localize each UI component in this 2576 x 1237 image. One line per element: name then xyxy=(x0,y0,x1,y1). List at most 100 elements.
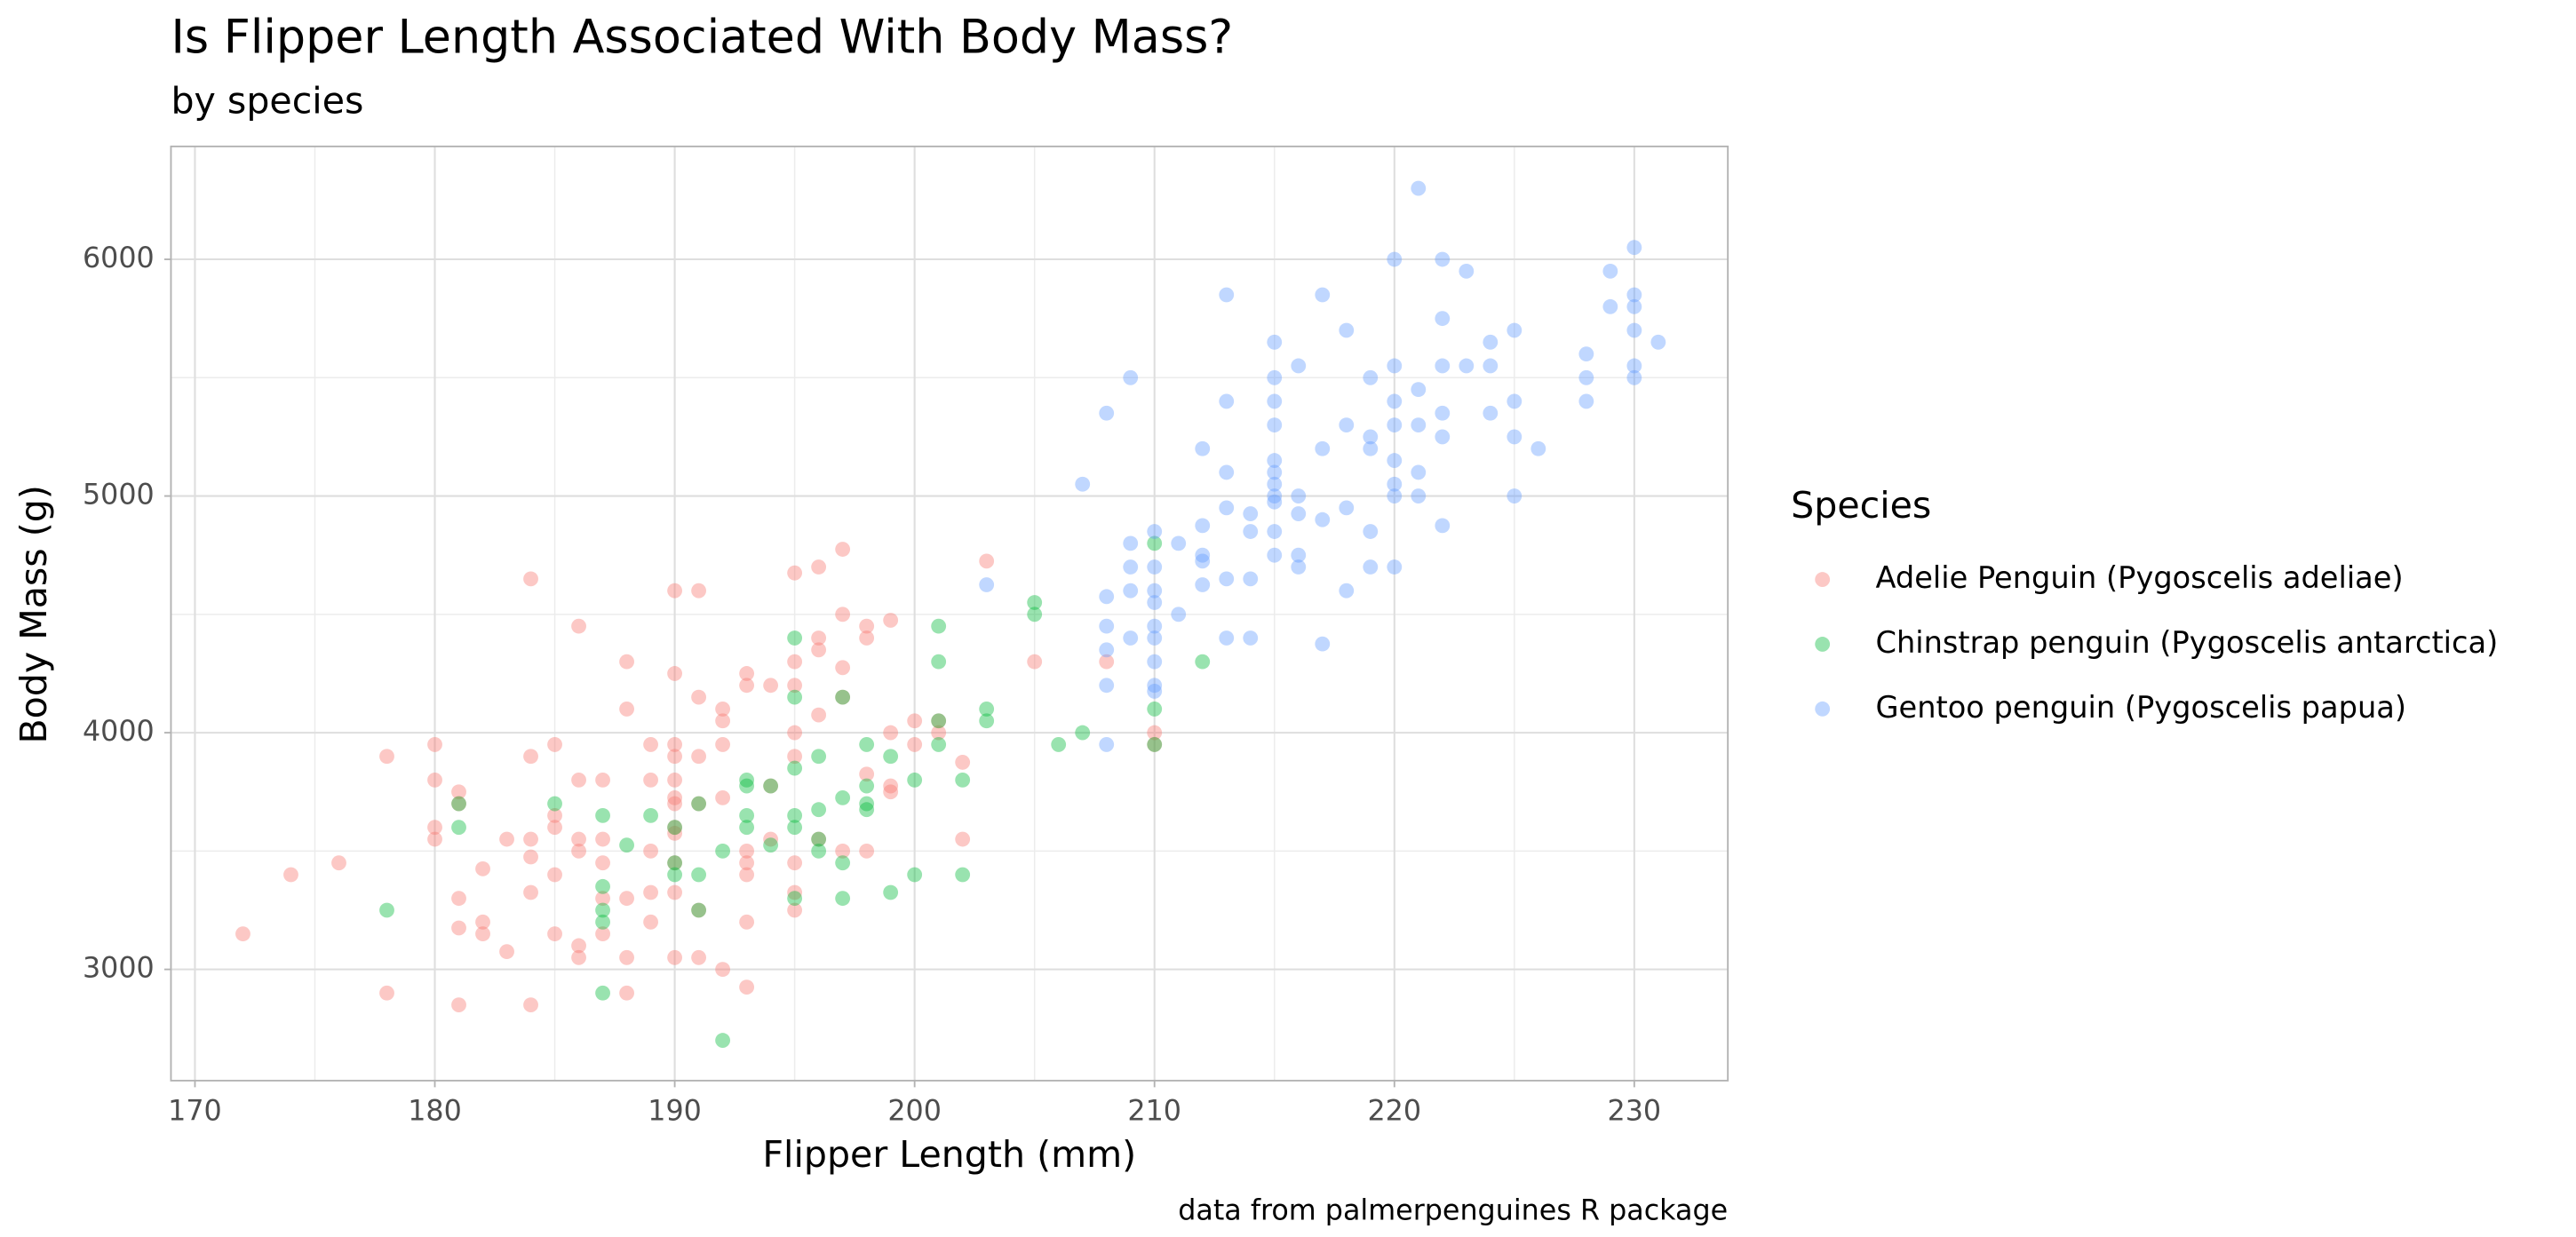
point xyxy=(1147,559,1163,575)
point xyxy=(1578,393,1594,409)
point xyxy=(1099,405,1115,421)
point xyxy=(715,702,731,717)
point xyxy=(1099,654,1115,670)
point xyxy=(379,902,394,918)
y-tick-label: 3000 xyxy=(83,953,155,985)
point xyxy=(1387,488,1403,504)
point xyxy=(523,571,538,587)
point xyxy=(859,796,875,812)
point xyxy=(1387,476,1403,492)
point xyxy=(667,737,683,752)
point xyxy=(595,831,610,847)
point xyxy=(1219,287,1235,303)
point xyxy=(1267,453,1283,468)
point xyxy=(859,737,875,752)
point xyxy=(979,713,995,729)
point xyxy=(1507,393,1523,409)
point xyxy=(787,891,803,907)
point xyxy=(1339,322,1355,338)
point xyxy=(1171,535,1187,551)
x-axis-label: Flipper Length (mm) xyxy=(762,1133,1136,1176)
point xyxy=(907,713,923,729)
point xyxy=(1363,524,1379,539)
point xyxy=(1507,322,1523,338)
legend-marker xyxy=(1815,637,1831,652)
point xyxy=(691,689,707,705)
point xyxy=(1626,240,1642,256)
point xyxy=(811,642,827,658)
point xyxy=(379,985,394,1001)
point xyxy=(451,796,466,812)
point xyxy=(523,831,538,847)
point xyxy=(643,914,658,930)
point xyxy=(1243,571,1259,587)
point xyxy=(955,831,971,847)
point xyxy=(1147,725,1163,741)
point xyxy=(1099,678,1115,694)
point xyxy=(811,630,827,646)
point xyxy=(763,778,779,794)
point xyxy=(1147,524,1163,539)
y-tick-label: 6000 xyxy=(83,242,155,274)
point xyxy=(643,884,658,900)
point xyxy=(619,702,634,717)
point xyxy=(883,784,899,800)
point xyxy=(1075,476,1091,492)
point xyxy=(571,831,586,847)
point xyxy=(907,772,923,788)
point xyxy=(619,985,634,1001)
point xyxy=(475,926,490,942)
point xyxy=(1626,369,1642,385)
point xyxy=(739,979,755,995)
point xyxy=(739,666,755,681)
point xyxy=(859,802,875,818)
point xyxy=(739,914,755,930)
point xyxy=(691,902,707,918)
point xyxy=(787,689,803,705)
point xyxy=(1650,334,1666,350)
point xyxy=(1387,559,1403,575)
point xyxy=(811,559,827,575)
point xyxy=(1147,535,1163,551)
axes: 170 180 190 200 210 220 230 3000 4000 5000 6000 xyxy=(83,242,1661,1127)
y-tick-label: 4000 xyxy=(83,716,155,748)
point xyxy=(859,843,875,859)
point xyxy=(1267,488,1283,504)
point xyxy=(739,867,755,883)
point xyxy=(715,737,731,752)
point xyxy=(1411,180,1427,196)
point xyxy=(739,778,755,794)
point xyxy=(691,796,707,812)
point xyxy=(931,713,947,729)
point xyxy=(1219,464,1235,480)
point xyxy=(931,713,947,729)
point xyxy=(835,660,851,676)
point xyxy=(811,831,827,847)
point xyxy=(547,820,562,836)
point xyxy=(1147,595,1163,610)
point xyxy=(787,807,803,823)
point xyxy=(763,678,779,694)
point xyxy=(979,702,995,717)
point xyxy=(643,807,658,823)
point xyxy=(1147,630,1163,646)
point xyxy=(883,613,899,628)
point xyxy=(1123,535,1139,551)
point xyxy=(811,843,827,859)
point xyxy=(835,891,851,907)
legend-label: Chinstrap penguin (Pygoscelis antarctica… xyxy=(1875,625,2498,660)
point xyxy=(835,542,851,557)
legend-label: Adelie Penguin (Pygoscelis adeliae) xyxy=(1875,560,2403,595)
point xyxy=(1411,464,1427,480)
point xyxy=(1267,369,1283,385)
point xyxy=(1243,506,1259,521)
point xyxy=(907,867,923,883)
point xyxy=(739,843,755,859)
point xyxy=(1147,654,1163,670)
points xyxy=(235,180,1666,1048)
x-tick-label: 180 xyxy=(408,1095,462,1127)
point xyxy=(787,654,803,670)
point xyxy=(835,843,851,859)
